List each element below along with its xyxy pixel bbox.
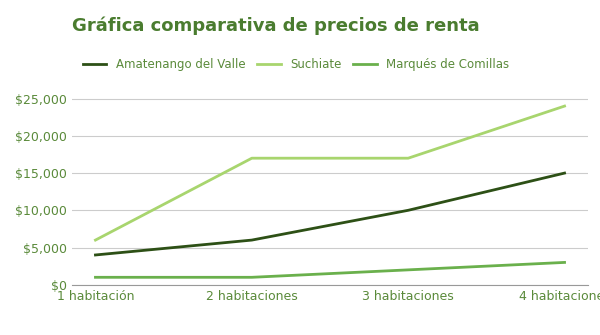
Line: Suchiate: Suchiate <box>95 106 565 240</box>
Marqués de Comillas <box>248 275 256 279</box>
Line: Amatenango del Valle: Amatenango del Valle <box>95 173 565 255</box>
Marqués de Comillas <box>404 268 412 272</box>
Marqués de Comillas <box>561 260 568 264</box>
Suchiate <box>92 238 99 242</box>
Suchiate <box>404 156 412 160</box>
Amatenango del Valle <box>561 171 568 175</box>
Amatenango del Valle <box>92 253 99 257</box>
Text: Gráfica comparativa de precios de renta: Gráfica comparativa de precios de renta <box>72 16 479 35</box>
Amatenango del Valle <box>404 208 412 212</box>
Suchiate <box>248 156 256 160</box>
Marqués de Comillas <box>92 275 99 279</box>
Suchiate <box>561 104 568 108</box>
Amatenango del Valle <box>248 238 256 242</box>
Legend: Amatenango del Valle, Suchiate, Marqués de Comillas: Amatenango del Valle, Suchiate, Marqués … <box>78 54 514 76</box>
Line: Marqués de Comillas: Marqués de Comillas <box>95 262 565 277</box>
